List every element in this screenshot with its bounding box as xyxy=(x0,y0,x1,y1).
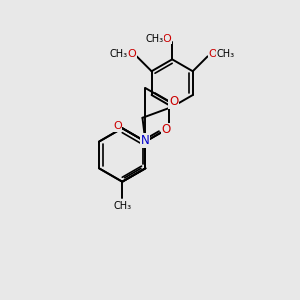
Text: CH₃: CH₃ xyxy=(216,50,235,59)
Text: O: O xyxy=(161,123,171,136)
Text: O: O xyxy=(113,121,122,131)
Text: O: O xyxy=(128,50,136,59)
Text: O: O xyxy=(169,95,178,108)
Text: N: N xyxy=(141,134,150,147)
Text: CH₃: CH₃ xyxy=(145,34,164,44)
Text: CH₃: CH₃ xyxy=(110,50,128,59)
Text: O: O xyxy=(163,34,172,44)
Text: CH₃: CH₃ xyxy=(113,202,131,212)
Text: O: O xyxy=(208,50,217,59)
